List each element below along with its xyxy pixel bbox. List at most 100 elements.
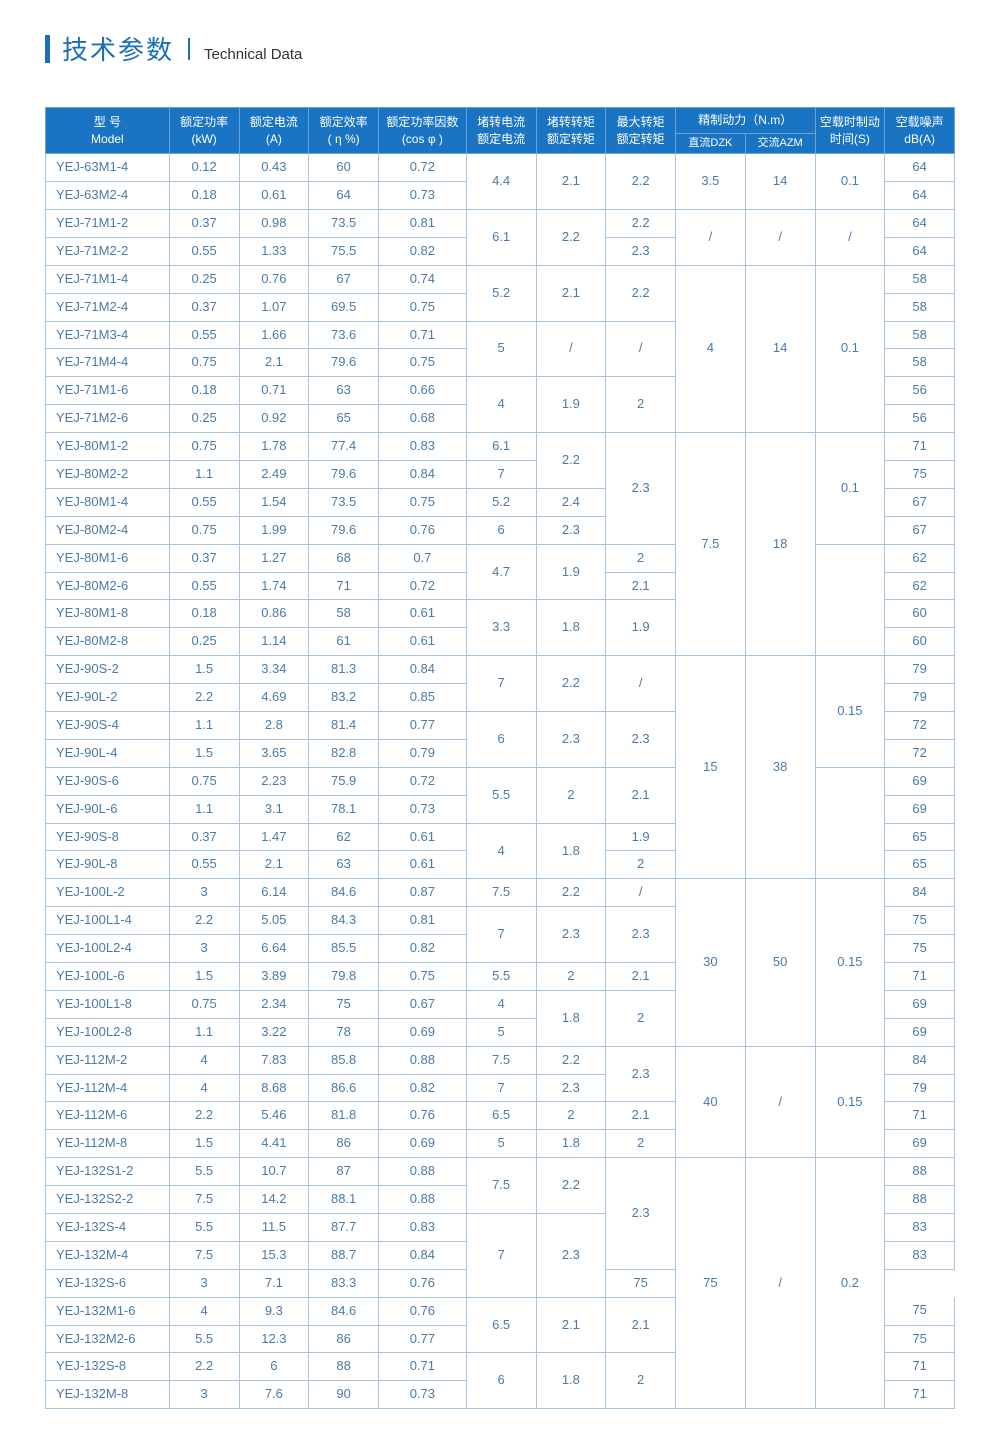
table-cell: 6 [466,712,536,768]
table-cell: 84.3 [309,907,379,935]
table-cell: 0.25 [169,265,239,293]
table-cell: 73.5 [309,209,379,237]
table-cell: 1.8 [536,1130,606,1158]
table-cell: 5.2 [466,488,536,516]
table-cell: YEJ-132M1-6 [46,1297,170,1325]
table-cell: YEJ-132M-4 [46,1241,170,1269]
table-cell: 1.9 [536,377,606,433]
table-cell: 83 [885,1214,955,1242]
table-cell: 1.54 [239,488,309,516]
table-cell: 0.98 [239,209,309,237]
table-cell: 0.75 [379,293,467,321]
table-cell: 1.5 [169,963,239,991]
table-cell: 0.25 [169,405,239,433]
col-lrt: 堵转转矩额定转矩 [536,108,606,154]
table-cell: / [676,209,746,265]
table-cell: 7 [466,907,536,963]
table-cell: YEJ-80M1-4 [46,488,170,516]
table-cell: 67 [309,265,379,293]
table-cell: 65 [885,823,955,851]
table-cell: 5.5 [169,1214,239,1242]
table-cell: 2.3 [536,907,606,963]
table-cell: 2.3 [606,1046,676,1102]
table-cell: YEJ-90S-8 [46,823,170,851]
table-cell: 3.22 [239,1018,309,1046]
table-cell: 75 [309,990,379,1018]
table-cell: 0.55 [169,851,239,879]
table-cell: 1.8 [536,990,606,1046]
table-cell: 1.47 [239,823,309,851]
table-cell: 3.3 [466,600,536,656]
table-cell: YEJ-100L1-4 [46,907,170,935]
table-cell: YEJ-80M1-6 [46,544,170,572]
table-cell: 0.55 [169,321,239,349]
table-cell: 0.61 [379,851,467,879]
table-cell: / [745,1046,815,1158]
table-cell: 1.5 [169,1130,239,1158]
table-cell: 0.1 [815,433,885,545]
table-cell: 1.78 [239,433,309,461]
table-cell: 0.18 [169,182,239,210]
table-cell: 3.65 [239,739,309,767]
table-cell: 65 [309,405,379,433]
table-cell: 2.1 [239,851,309,879]
table-cell [815,544,885,656]
table-cell: 69 [885,795,955,823]
table-cell: YEJ-71M2-6 [46,405,170,433]
table-cell: 2.34 [239,990,309,1018]
table-cell: 1.27 [239,544,309,572]
table-cell: 2 [536,1102,606,1130]
table-cell: 14 [745,265,815,432]
table-cell: 69.5 [309,293,379,321]
table-cell: 2 [606,377,676,433]
table-cell [815,767,885,879]
table-cell: 75 [885,907,955,935]
table-cell: 2.4 [536,488,606,516]
table-cell: 2 [606,1353,676,1409]
table-cell: / [606,656,676,712]
table-cell: YEJ-132S-4 [46,1214,170,1242]
table-cell: 64 [885,182,955,210]
table-cell: 60 [885,628,955,656]
table-cell: 83 [885,1241,955,1269]
table-cell: YEJ-71M4-4 [46,349,170,377]
table-cell: 63 [309,851,379,879]
table-cell: 0.61 [379,628,467,656]
table-cell: YEJ-71M1-6 [46,377,170,405]
table-cell: 90 [309,1381,379,1409]
table-cell: 6.5 [466,1102,536,1130]
table-cell: 79 [885,656,955,684]
table-cell: 14.2 [239,1186,309,1214]
technical-data-table: 型 号Model 额定功率(kW) 额定电流(A) 额定效率( η %) 额定功… [45,107,955,1409]
table-cell: 2.3 [606,1158,676,1270]
table-cell: 5.5 [169,1158,239,1186]
table-cell: YEJ-100L-2 [46,879,170,907]
table-cell: 86 [309,1325,379,1353]
title-accent-bar [45,35,50,63]
table-cell: 0.87 [379,879,467,907]
table-cell: YEJ-90L-6 [46,795,170,823]
table-cell: YEJ-71M3-4 [46,321,170,349]
table-cell: 3.1 [239,795,309,823]
table-cell: YEJ-71M1-2 [46,209,170,237]
table-cell: 11.5 [239,1214,309,1242]
table-cell: 56 [885,377,955,405]
table-cell: 0.88 [379,1158,467,1186]
table-cell: 69 [885,767,955,795]
table-cell: 0.1 [815,154,885,210]
table-cell: YEJ-80M1-8 [46,600,170,628]
table-cell: 6 [466,1353,536,1409]
table-cell: 81.8 [309,1102,379,1130]
table-cell: 84.6 [309,879,379,907]
page-title: 技术参数 Technical Data [45,30,955,67]
table-cell: 2.3 [606,433,676,545]
table-cell: 7.5 [466,1158,536,1214]
table-cell: YEJ-112M-4 [46,1074,170,1102]
table-cell: 2 [536,767,606,823]
table-cell: 0.83 [379,1214,467,1242]
table-cell: 5 [466,321,536,377]
table-row: YEJ-63M1-40.120.43600.724.42.12.23.5140.… [46,154,955,182]
table-cell: 0.43 [239,154,309,182]
table-row: YEJ-71M1-20.370.9873.50.816.12.22.2///64 [46,209,955,237]
table-cell: 0.73 [379,795,467,823]
